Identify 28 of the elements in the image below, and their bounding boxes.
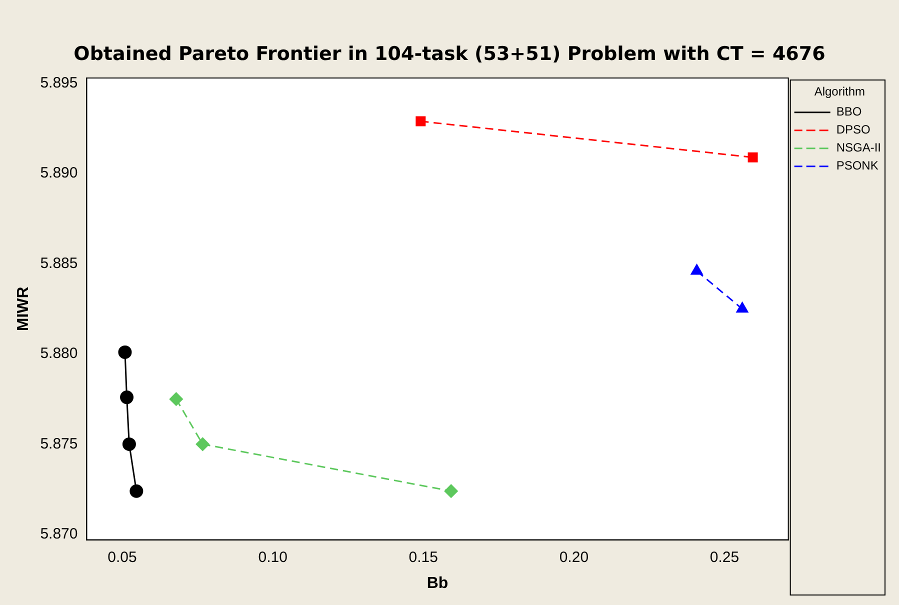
legend-label: BBO [836, 104, 862, 119]
point [130, 484, 144, 498]
x-tick-label: 0.10 [258, 548, 288, 566]
point [196, 437, 210, 451]
y-tick-label: 5.885 [40, 254, 78, 272]
x-tick-label: 0.15 [408, 548, 438, 566]
legend-title: Algorithm [814, 84, 866, 98]
y-tick-label: 5.880 [40, 345, 78, 362]
point [416, 116, 426, 126]
y-tick-label: 5.870 [40, 526, 78, 543]
point [748, 152, 758, 162]
y-tick-label: 5.890 [40, 164, 78, 182]
point [118, 345, 132, 359]
y-tick-label: 5.875 [40, 435, 78, 452]
x-axis-title: Bb [426, 574, 448, 592]
x-tick-label: 0.25 [710, 548, 740, 566]
point [122, 437, 136, 451]
legend-label: DPSO [836, 122, 870, 137]
point [120, 390, 134, 404]
y-axis-title: MIWR [15, 286, 32, 332]
x-tick-label: 0.05 [108, 548, 137, 566]
chart-title: Obtained Pareto Frontier in 104-task (53+51) Problem with CT = 4676 [72, 42, 826, 65]
legend-label: NSGA-II [836, 140, 881, 155]
point [169, 392, 183, 406]
x-tick-label: 0.20 [559, 548, 589, 566]
point [444, 484, 458, 498]
y-tick-label: 5.895 [40, 74, 78, 92]
legend-label: PSONK [836, 158, 878, 173]
